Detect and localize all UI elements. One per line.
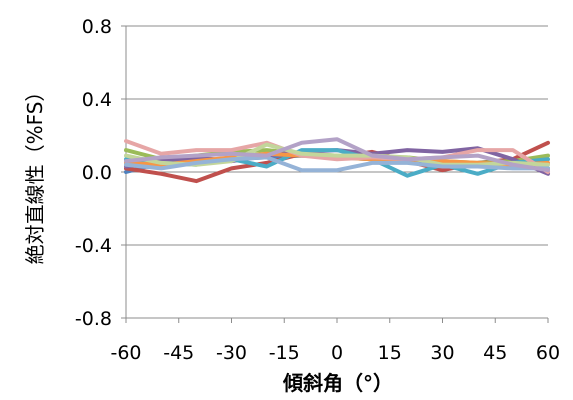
series-lines bbox=[124, 137, 550, 184]
series-line-9 bbox=[124, 155, 550, 173]
y-tick-label: 0.4 bbox=[82, 89, 112, 111]
x-axis-title: 傾斜角（°） bbox=[282, 371, 393, 395]
x-tick-label: -60 bbox=[110, 342, 141, 364]
x-tick-label: 60 bbox=[536, 342, 560, 364]
x-tick-label: -45 bbox=[163, 342, 194, 364]
y-tick-label: 0.0 bbox=[82, 162, 112, 184]
y-tick-label: 0.8 bbox=[82, 16, 112, 38]
y-axis-title: 絶対直線性（%FS） bbox=[23, 82, 47, 265]
x-tick-labels: -60 -45 -30 -15 0 15 30 45 60 bbox=[110, 342, 560, 364]
x-tick-label: 0 bbox=[331, 342, 343, 364]
axes bbox=[121, 25, 549, 323]
series-line-10 bbox=[124, 137, 550, 173]
y-tick-label: -0.4 bbox=[75, 235, 112, 257]
x-tick-label: 45 bbox=[483, 342, 507, 364]
y-tick-labels: 0.8 0.4 0.0 -0.4 -0.8 bbox=[75, 16, 112, 330]
y-tick-label: -0.8 bbox=[75, 308, 112, 330]
series-line-7 bbox=[124, 139, 550, 174]
x-tick-label: -15 bbox=[269, 342, 300, 364]
x-tick-label: -30 bbox=[216, 342, 247, 364]
x-tick-label: 15 bbox=[378, 342, 402, 364]
x-tick-label: 30 bbox=[430, 342, 454, 364]
